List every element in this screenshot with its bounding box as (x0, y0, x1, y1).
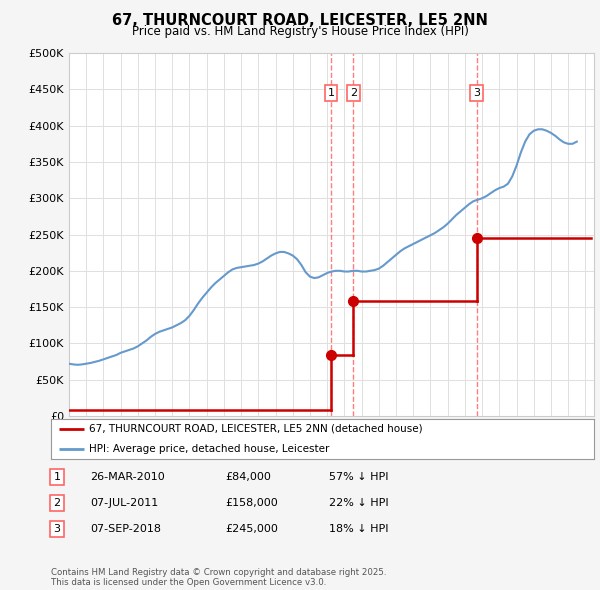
Text: 18% ↓ HPI: 18% ↓ HPI (329, 524, 388, 533)
Text: £84,000: £84,000 (225, 472, 271, 481)
Text: HPI: Average price, detached house, Leicester: HPI: Average price, detached house, Leic… (89, 444, 329, 454)
Text: 67, THURNCOURT ROAD, LEICESTER, LE5 2NN: 67, THURNCOURT ROAD, LEICESTER, LE5 2NN (112, 13, 488, 28)
Text: 3: 3 (473, 88, 480, 98)
Text: £245,000: £245,000 (225, 524, 278, 533)
Text: £158,000: £158,000 (225, 498, 278, 507)
Text: 26-MAR-2010: 26-MAR-2010 (90, 472, 165, 481)
Text: 1: 1 (328, 88, 335, 98)
Text: Price paid vs. HM Land Registry's House Price Index (HPI): Price paid vs. HM Land Registry's House … (131, 25, 469, 38)
Text: 57% ↓ HPI: 57% ↓ HPI (329, 472, 388, 481)
Text: Contains HM Land Registry data © Crown copyright and database right 2025.
This d: Contains HM Land Registry data © Crown c… (51, 568, 386, 587)
Text: 07-JUL-2011: 07-JUL-2011 (90, 498, 158, 507)
Text: 3: 3 (53, 524, 61, 533)
Text: 2: 2 (350, 88, 357, 98)
Text: 07-SEP-2018: 07-SEP-2018 (90, 524, 161, 533)
Text: 2: 2 (53, 498, 61, 507)
Text: 22% ↓ HPI: 22% ↓ HPI (329, 498, 388, 507)
Text: 1: 1 (53, 472, 61, 481)
Text: 67, THURNCOURT ROAD, LEICESTER, LE5 2NN (detached house): 67, THURNCOURT ROAD, LEICESTER, LE5 2NN … (89, 424, 422, 434)
